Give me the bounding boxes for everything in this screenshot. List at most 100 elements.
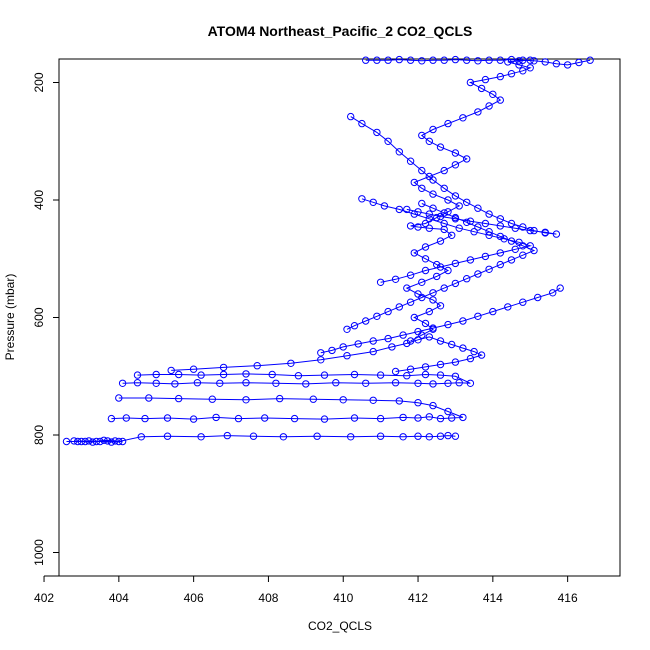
data-point bbox=[519, 242, 527, 250]
data-point bbox=[451, 372, 460, 380]
data-point bbox=[406, 365, 415, 373]
data-point bbox=[287, 359, 295, 367]
data-point bbox=[459, 114, 467, 122]
data-point bbox=[448, 414, 456, 422]
data-point bbox=[85, 437, 93, 445]
data-point bbox=[350, 414, 359, 422]
data-point bbox=[541, 58, 549, 66]
data-point bbox=[466, 256, 475, 264]
data-point bbox=[152, 379, 160, 387]
data-point bbox=[451, 55, 460, 64]
data-point bbox=[515, 61, 523, 69]
data-point bbox=[496, 56, 504, 64]
x-tick-label: 416 bbox=[558, 591, 578, 605]
data-point bbox=[253, 362, 261, 370]
data-point bbox=[451, 358, 460, 366]
data-point bbox=[167, 366, 175, 375]
data-point bbox=[369, 198, 377, 207]
data-point bbox=[425, 413, 433, 421]
data-point bbox=[489, 90, 497, 99]
data-point bbox=[444, 196, 452, 204]
data-point bbox=[451, 432, 460, 440]
data-point bbox=[474, 108, 482, 116]
data-point bbox=[137, 433, 146, 441]
series-line bbox=[320, 287, 561, 354]
data-point bbox=[347, 112, 355, 121]
data-point bbox=[62, 437, 71, 446]
data-point bbox=[459, 344, 467, 352]
data-point bbox=[133, 371, 142, 379]
series-line bbox=[346, 203, 536, 330]
data-point bbox=[530, 226, 538, 235]
data-point bbox=[455, 379, 463, 387]
data-point bbox=[519, 56, 527, 64]
data-point bbox=[459, 413, 467, 422]
data-point bbox=[507, 55, 516, 64]
data-point bbox=[418, 199, 426, 208]
data-point bbox=[440, 225, 448, 234]
data-point bbox=[429, 324, 437, 332]
data-point bbox=[320, 415, 329, 423]
data-point bbox=[425, 333, 433, 341]
data-point bbox=[74, 437, 82, 446]
data-point bbox=[403, 205, 411, 214]
data-point bbox=[463, 155, 471, 163]
data-point bbox=[358, 119, 366, 128]
data-point bbox=[444, 320, 452, 329]
data-point bbox=[440, 219, 448, 228]
data-point bbox=[118, 379, 127, 387]
data-point bbox=[466, 379, 475, 387]
x-tick-label: 408 bbox=[258, 591, 278, 605]
data-point bbox=[384, 137, 392, 146]
data-point bbox=[171, 380, 179, 388]
data-point bbox=[70, 437, 78, 445]
data-point bbox=[552, 230, 561, 238]
data-point bbox=[485, 265, 493, 273]
x-tick-label: 404 bbox=[109, 591, 129, 605]
data-point bbox=[549, 289, 557, 297]
data-point bbox=[339, 343, 347, 351]
data-point bbox=[107, 414, 116, 423]
data-point bbox=[421, 219, 430, 228]
data-point bbox=[451, 213, 460, 222]
y-tick-label: 400 bbox=[32, 190, 46, 210]
data-point bbox=[418, 278, 426, 286]
series-3 bbox=[167, 333, 486, 376]
data-point bbox=[481, 219, 490, 228]
data-point bbox=[444, 379, 452, 387]
data-point bbox=[350, 322, 359, 330]
data-point bbox=[448, 231, 456, 240]
data-point bbox=[474, 270, 482, 278]
data-point bbox=[332, 379, 340, 387]
data-point bbox=[519, 223, 527, 231]
data-point bbox=[249, 432, 258, 440]
data-point bbox=[429, 401, 437, 410]
data-point bbox=[369, 337, 377, 345]
data-point bbox=[421, 266, 430, 275]
data-point bbox=[425, 224, 433, 232]
data-point bbox=[418, 57, 426, 65]
data-point bbox=[152, 370, 160, 379]
data-point bbox=[406, 337, 415, 345]
data-point bbox=[530, 57, 538, 65]
series-7 bbox=[358, 195, 534, 286]
series-1 bbox=[107, 394, 467, 423]
data-point bbox=[410, 210, 418, 218]
data-point bbox=[496, 232, 504, 241]
data-point bbox=[496, 249, 504, 257]
data-point bbox=[436, 414, 445, 423]
data-point bbox=[418, 166, 426, 175]
data-point bbox=[440, 166, 448, 175]
data-point bbox=[354, 340, 362, 348]
data-point bbox=[451, 161, 460, 169]
data-point bbox=[463, 198, 471, 207]
data-point bbox=[242, 396, 250, 404]
data-point bbox=[429, 289, 437, 297]
data-point bbox=[414, 379, 422, 387]
data-point bbox=[526, 64, 534, 72]
data-point bbox=[485, 228, 493, 236]
data-point bbox=[556, 284, 564, 292]
data-point bbox=[455, 224, 463, 232]
data-point bbox=[406, 56, 415, 64]
